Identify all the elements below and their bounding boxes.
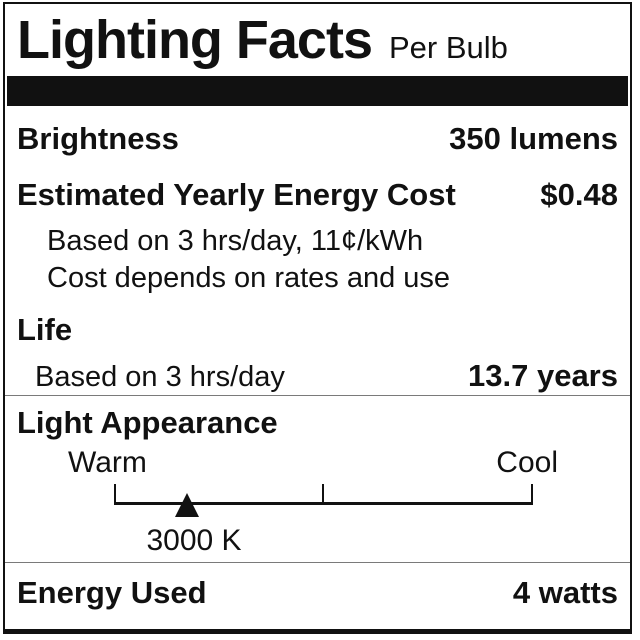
- temperature-marker-icon: [175, 492, 199, 517]
- label-title: Lighting Facts: [17, 10, 373, 70]
- header-divider-bar: [7, 75, 628, 106]
- label-header: Lighting Facts Per Bulb: [5, 4, 630, 73]
- cool-label: Cool: [496, 446, 558, 480]
- energy-used-value: 4 watts: [512, 574, 618, 610]
- energy-cost-note-rates-text: Cost depends on rates and use: [47, 262, 451, 295]
- light-appearance-label: Light Appearance: [17, 404, 278, 440]
- scale-tick-middle: [322, 483, 324, 505]
- life-basis-text: Based on 3 hrs/day: [35, 361, 285, 394]
- warm-label: Warm: [68, 446, 147, 480]
- warm-cool-row: Warm Cool: [5, 446, 630, 481]
- lighting-facts-label: Lighting Facts Per Bulb Brightness 350 l…: [3, 2, 632, 634]
- life-row: Life: [5, 312, 630, 348]
- energy-cost-note-rates: Cost depends on rates and use: [5, 262, 630, 295]
- energy-cost-note-basis-text: Based on 3 hrs/day, 11¢/kWh: [47, 225, 424, 258]
- energy-used-label: Energy Used: [17, 574, 207, 610]
- scale-tick-left: [114, 483, 116, 505]
- color-temperature-scale: 3000 K: [5, 482, 630, 562]
- life-value: 13.7 years: [468, 358, 618, 394]
- section-divider-appearance: [5, 394, 630, 396]
- scale-tick-right: [531, 483, 533, 505]
- temperature-marker-value: 3000 K: [146, 523, 242, 557]
- brightness-value: 350 lumens: [449, 120, 618, 156]
- energy-cost-row: Estimated Yearly Energy Cost $0.48: [5, 177, 630, 213]
- energy-used-row: Energy Used 4 watts: [5, 575, 630, 611]
- scale-track: [114, 501, 533, 505]
- brightness-label: Brightness: [17, 120, 179, 156]
- energy-cost-note-basis: Based on 3 hrs/day, 11¢/kWh: [5, 225, 630, 258]
- brightness-row: Brightness 350 lumens: [5, 121, 630, 157]
- energy-cost-label: Estimated Yearly Energy Cost: [17, 177, 456, 213]
- energy-cost-value: $0.48: [540, 177, 618, 213]
- light-appearance-row: Light Appearance: [5, 405, 630, 441]
- per-bulb-subtitle: Per Bulb: [388, 30, 508, 65]
- section-divider-energy: [5, 561, 630, 563]
- life-label: Life: [17, 311, 73, 347]
- life-detail-row: Based on 3 hrs/day 13.7 years: [5, 358, 630, 394]
